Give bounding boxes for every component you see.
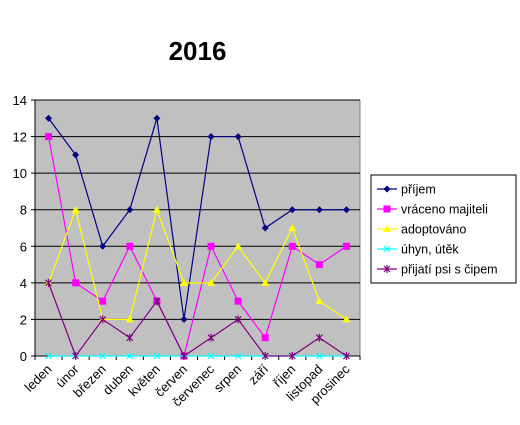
data-point [261,224,269,232]
series-line [47,207,347,321]
legend-item: adoptováno [377,223,466,237]
series-4 [45,278,350,360]
data-point [234,315,242,324]
data-point [315,352,323,360]
legend-label: úhyn, útěk [401,243,459,257]
y-tick-label: 6 [20,239,27,254]
y-tick-label: 2 [20,312,27,327]
data-point [315,261,323,269]
data-point [179,278,188,286]
x-tick-label: září [245,361,271,387]
data-point [315,333,323,342]
x-tick-label: leden [22,362,55,395]
data-point [153,297,161,306]
data-point [126,242,134,250]
data-point [383,205,391,213]
data-point [234,133,242,141]
data-point [288,206,296,214]
series-line [47,282,347,358]
data-point [383,225,391,232]
y-tick-label: 14 [13,93,27,108]
y-tick-label: 8 [20,203,27,218]
data-point [45,133,53,141]
data-point [207,133,215,141]
data-point [72,279,80,287]
data-point [99,297,107,305]
data-point [342,242,350,250]
data-point [288,224,297,231]
legend: příjem vráceno majiteli adoptováno úhyn, út… [370,174,517,284]
data-point [288,242,296,250]
legend-item: vráceno majiteli [377,203,488,217]
data-point [99,242,107,250]
data-point [342,206,350,214]
y-tick-label: 4 [20,276,27,291]
data-point [45,278,52,287]
data-point [342,315,351,323]
data-point [207,278,216,286]
legend-item: úhyn, útěk [377,243,459,257]
data-point [383,265,391,273]
legend-label: příjem [401,183,436,197]
data-point [261,352,269,360]
data-point [207,352,215,360]
data-point [152,205,161,213]
y-tick-label: 10 [13,166,27,181]
data-point [234,352,242,360]
data-point [207,242,215,250]
data-point [180,352,188,360]
y-tick-label: 12 [13,130,27,145]
data-point [383,245,391,253]
data-point [99,315,107,324]
data-point [261,278,270,286]
data-point [343,352,350,360]
data-point [125,315,134,323]
legend-label: přijatí psi s čipem [401,263,498,277]
data-point [126,206,134,214]
legend-item: příjem [377,183,436,197]
data-point [207,333,215,342]
data-point [72,352,80,360]
series-line [47,136,347,358]
data-point [126,333,134,342]
y-tick-label: 0 [20,349,27,364]
data-point [99,352,107,360]
series-line [48,117,347,320]
data-point [126,352,134,360]
data-point [383,185,391,193]
data-point [315,297,324,305]
data-point [315,206,323,214]
data-point [234,242,243,250]
data-point [45,352,52,360]
legend-label: adoptováno [401,223,466,237]
data-point [261,334,269,342]
data-point [234,297,242,305]
data-point [71,205,80,213]
series-0 [45,114,350,323]
x-tick-label: srpen [211,362,245,396]
data-point [180,315,188,323]
data-point [288,352,296,360]
legend-item: přijatí psi s čipem [377,263,498,277]
chart-title: 2016 [168,36,227,66]
data-point [153,114,161,122]
legend-label: vráceno majiteli [401,203,488,217]
data-point [153,352,161,360]
data-point [72,151,80,159]
data-point [45,114,53,122]
